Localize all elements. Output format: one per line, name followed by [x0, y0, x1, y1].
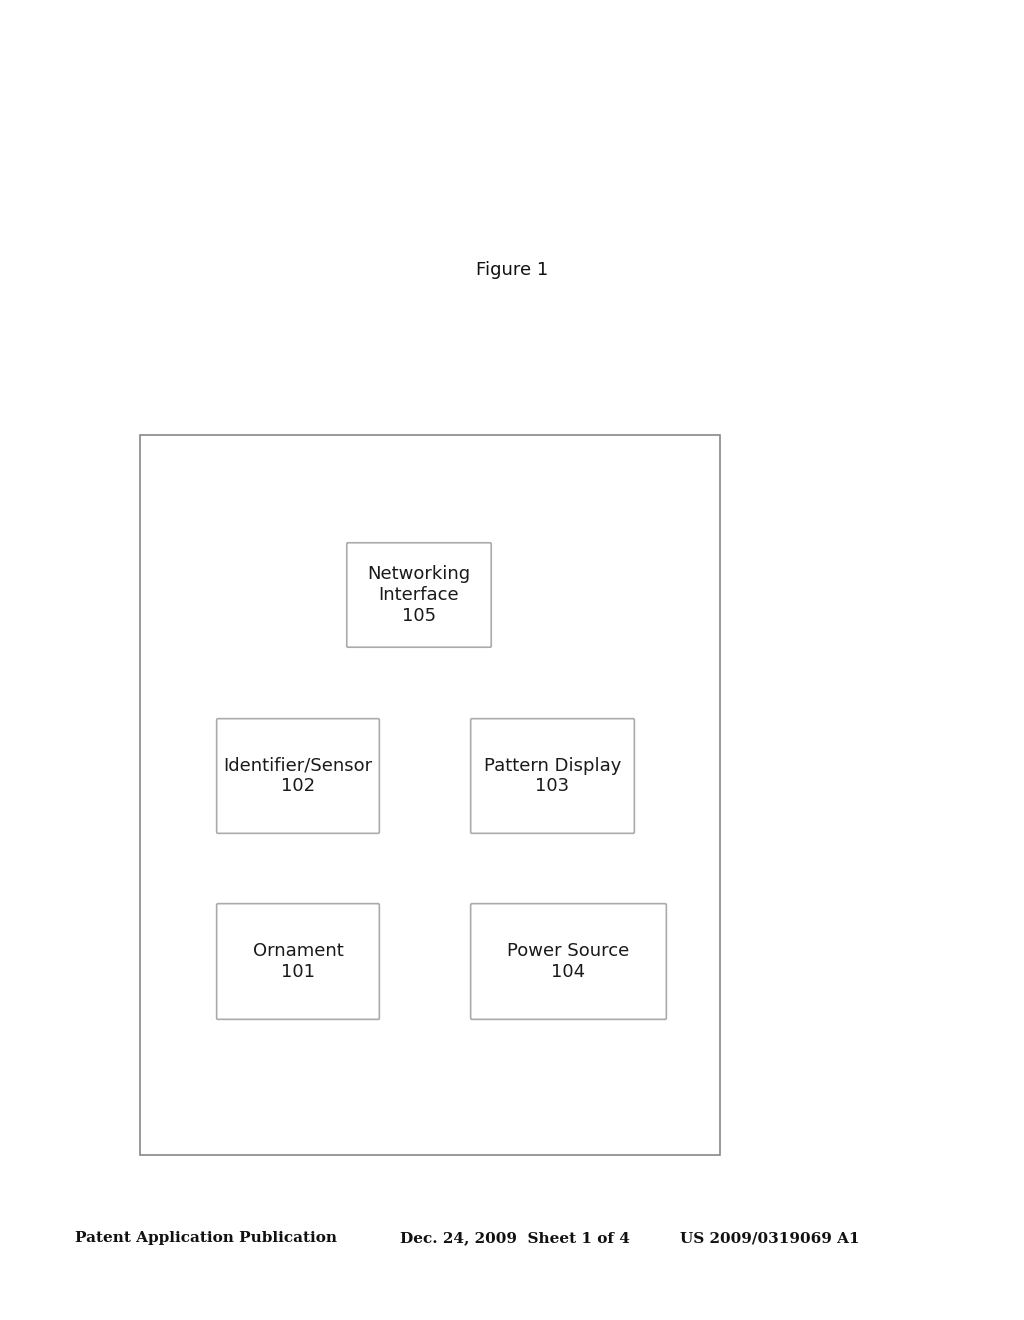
Text: Ornament
101: Ornament 101: [253, 942, 343, 981]
Text: US 2009/0319069 A1: US 2009/0319069 A1: [680, 1232, 859, 1245]
FancyBboxPatch shape: [217, 718, 379, 833]
FancyBboxPatch shape: [471, 904, 667, 1019]
Text: Pattern Display
103: Pattern Display 103: [483, 756, 622, 796]
FancyBboxPatch shape: [140, 436, 720, 1155]
Text: Patent Application Publication: Patent Application Publication: [75, 1232, 337, 1245]
FancyBboxPatch shape: [347, 543, 492, 647]
Text: Figure 1: Figure 1: [476, 261, 548, 279]
FancyBboxPatch shape: [471, 718, 634, 833]
Text: Networking
Interface
105: Networking Interface 105: [368, 565, 471, 624]
FancyBboxPatch shape: [217, 904, 379, 1019]
Text: Dec. 24, 2009  Sheet 1 of 4: Dec. 24, 2009 Sheet 1 of 4: [400, 1232, 630, 1245]
Text: Identifier/Sensor
102: Identifier/Sensor 102: [223, 756, 373, 796]
Text: Power Source
104: Power Source 104: [507, 942, 630, 981]
